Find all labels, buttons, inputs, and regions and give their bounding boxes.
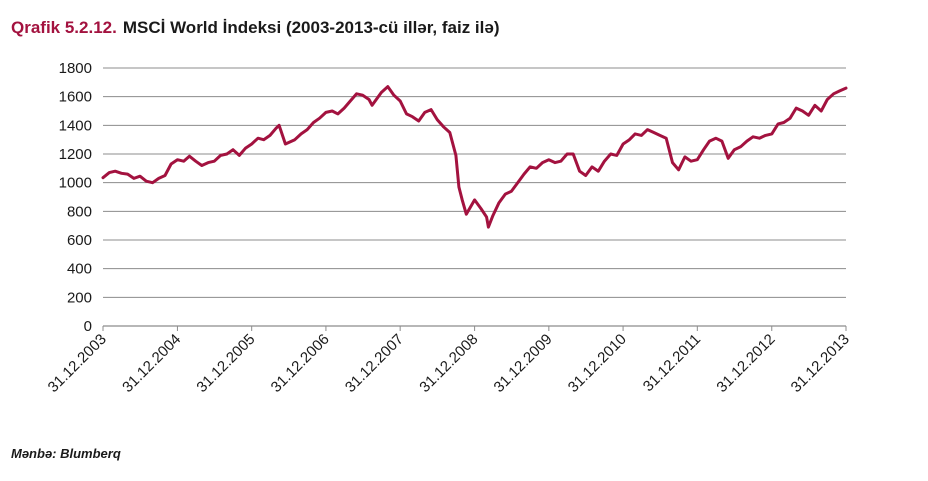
- y-tick-label: 1000: [59, 175, 92, 192]
- x-tick-label: 31.12.2003: [45, 331, 110, 396]
- series-group: [101, 85, 848, 229]
- x-tick-label: 31.12.2008: [416, 331, 481, 396]
- y-tick-label: 800: [67, 203, 92, 220]
- y-tick-label: 400: [67, 261, 92, 278]
- x-tick-label: 31.12.2011: [640, 331, 704, 395]
- x-tick-label: 31.12.2013: [788, 331, 853, 396]
- y-tick-label: 600: [67, 232, 92, 249]
- x-tick-label: 31.12.2006: [268, 331, 333, 396]
- y-tick-label: 0: [84, 318, 92, 335]
- x-axis: 31.12.2003 31.12.2004 31.12.2005 31.12.2006…: [45, 326, 853, 396]
- x-tick-label: 31.12.2004: [119, 331, 184, 396]
- x-tick-label: 31.12.2009: [491, 331, 556, 396]
- y-axis: 0 200 400 600 800 1000 1200 1400 1600 1800: [59, 60, 92, 335]
- y-tick-label: 1200: [59, 146, 92, 163]
- x-tick-label: 31.12.2005: [193, 331, 258, 396]
- series-line-0: [101, 85, 848, 229]
- chart-title: Qrafik 5.2.12. MSCİ World İndeksi (2003-2…: [11, 18, 500, 38]
- x-tick-label: 31.12.2012: [713, 331, 778, 396]
- x-tick-label: 31.12.2007: [342, 331, 407, 396]
- y-tick-label: 200: [67, 289, 92, 306]
- x-tick-label: 31.12.2010: [565, 331, 630, 396]
- figure-number: Qrafik 5.2.12.: [11, 18, 117, 37]
- y-tick-label: 1600: [59, 89, 92, 106]
- source-note: Mənbə: Blumberq: [11, 446, 121, 461]
- y-tick-label: 1400: [59, 117, 92, 134]
- gridlines: [103, 67, 846, 327]
- y-tick-label: 1800: [59, 60, 92, 77]
- figure-title: MSCİ World İndeksi (2003-2013-cü illər, …: [122, 18, 500, 37]
